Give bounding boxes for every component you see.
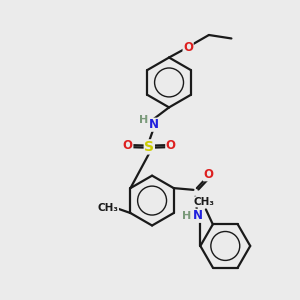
Text: N: N: [193, 209, 202, 222]
Text: O: O: [203, 168, 213, 181]
Text: H: H: [139, 115, 148, 125]
Text: N: N: [149, 118, 159, 131]
Text: O: O: [166, 139, 176, 152]
Text: O: O: [123, 139, 133, 152]
Text: O: O: [183, 40, 193, 54]
Text: CH₃: CH₃: [194, 197, 215, 207]
Text: H: H: [182, 211, 191, 221]
Text: S: S: [144, 140, 154, 154]
Text: CH₃: CH₃: [98, 203, 118, 213]
